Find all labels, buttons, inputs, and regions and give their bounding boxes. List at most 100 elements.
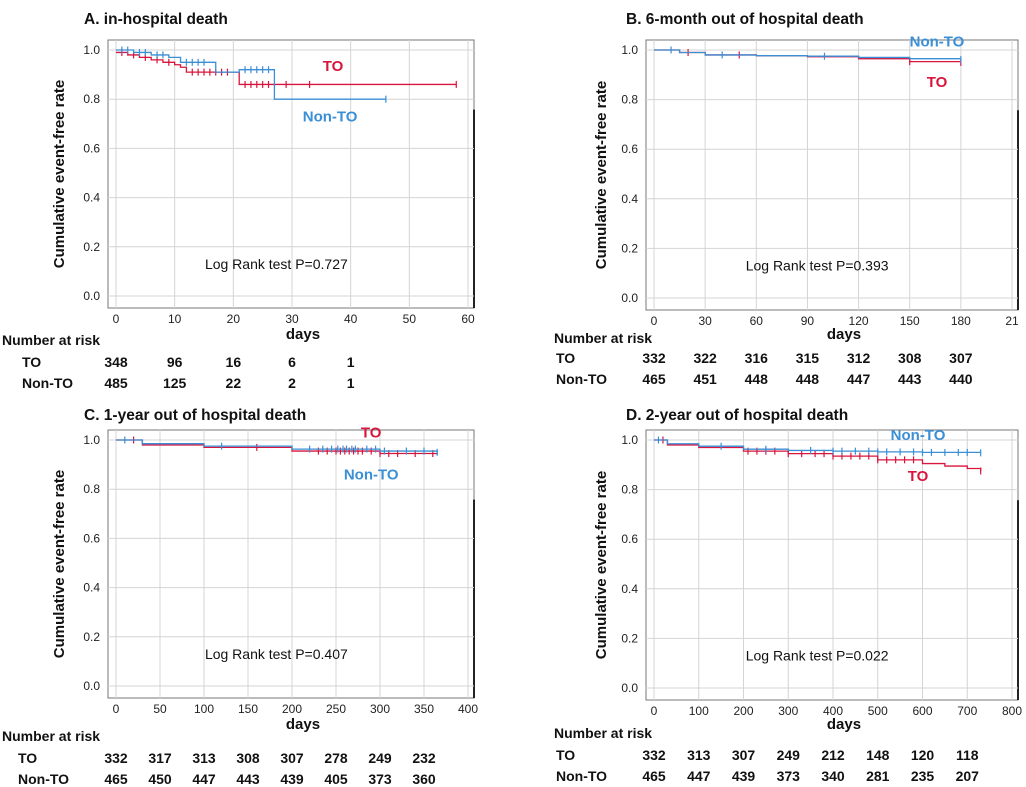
plot-frame [645,429,1019,701]
x-tick-label: 180 [951,314,971,328]
risk-count: 16 [226,354,242,370]
panel-title: C. 1-year out of hospital death [84,407,306,424]
risk-count: 96 [167,354,183,370]
risk-row-label: Non-TO [22,375,73,391]
survival-curve [116,439,438,453]
x-tick-label: 800 [1002,704,1022,718]
risk-count: 439 [280,771,304,787]
risk-count: 448 [796,371,820,387]
risk-count: 440 [949,371,973,387]
km-panel-1: B. 6-month out of hospital death 0 30 60 90 1… [554,11,1019,387]
risk-count: 405 [324,771,348,787]
risk-table-header: Number at risk [554,725,652,741]
risk-count: 447 [687,768,711,784]
y-tick-label: 0.2 [83,630,100,644]
risk-count: 448 [745,371,769,387]
logrank-annotation: Log Rank test P=0.727 [205,256,348,272]
risk-count: 308 [898,350,922,366]
risk-count: 373 [368,771,392,787]
risk-count: 118 [956,747,979,763]
x-tick-label: 300 [778,704,798,718]
risk-count: 443 [236,771,260,787]
y-tick-label: 0.4 [621,192,638,206]
risk-count: 443 [898,371,922,387]
logrank-annotation: Log Rank test P=0.393 [746,258,889,274]
x-tick-label: 50 [403,312,417,326]
y-tick-label: 0.2 [621,631,638,645]
risk-count: 316 [745,350,769,366]
risk-count: 212 [821,747,845,763]
risk-count: 249 [777,747,801,763]
logrank-annotation: Log Rank test P=0.407 [205,646,348,662]
x-tick-label: 350 [414,702,434,716]
x-axis-label: days [286,716,320,733]
x-tick-label: 20 [227,312,241,326]
series-label: Non-TO [891,427,946,444]
x-tick-label: 200 [282,702,302,716]
y-tick-label: 0.8 [621,483,638,497]
risk-table: Number at risk TO 332 322 316 315 312 308 307 Non… [554,330,973,387]
risk-table: Number at risk TO 332 317 313 308 307 278 249 232… [2,728,436,787]
y-tick-label: 0.8 [83,92,100,106]
x-tick-label: 100 [194,702,214,716]
y-tick-label: 0.6 [83,531,100,545]
y-tick-label: 1.0 [83,43,100,57]
x-tick-label: 60 [750,314,764,328]
risk-count: 307 [732,747,756,763]
x-tick-label: 120 [849,314,869,328]
x-tick-label: 250 [326,702,346,716]
x-tick-label: 500 [868,704,888,718]
y-tick-label: 0.0 [621,291,638,305]
x-tick-label: 300 [370,702,390,716]
risk-count: 332 [642,350,666,366]
y-axis-label: Cumulative event-free rate [51,470,68,658]
risk-count: 348 [104,354,128,370]
y-tick-label: 0.4 [621,582,638,596]
series-non-to: Non-TO [116,436,438,483]
y-tick-label: 1.0 [621,43,638,57]
x-tick-label: 60 [461,312,475,326]
y-tick-label: 0.6 [621,142,638,156]
x-tick-label: 150 [238,702,258,716]
risk-row-label: TO [22,354,41,370]
risk-count: 332 [104,750,128,766]
survival-curve [654,49,962,60]
x-tick-label: 400 [458,702,478,716]
x-tick-label: 50 [153,702,167,716]
risk-count: 235 [911,768,935,784]
y-tick-label: 0.0 [83,679,100,693]
x-tick-label: 30 [285,312,299,326]
y-tick-label: 0.4 [83,191,100,205]
risk-count: 451 [693,371,717,387]
series-non-to: Non-TO [654,33,965,63]
y-axis-label: Cumulative event-free rate [51,80,68,268]
risk-count: 1 [347,375,355,391]
risk-count: 450 [148,771,172,787]
risk-count: 207 [956,768,980,784]
x-tick-label: 0 [651,314,658,328]
risk-count: 148 [866,747,890,763]
risk-count: 317 [148,750,172,766]
risk-count: 22 [226,375,242,391]
series-non-to: Non-TO [116,46,387,125]
risk-count: 373 [777,768,801,784]
x-tick-label: 10 [168,312,182,326]
risk-count: 360 [412,771,436,787]
risk-count: 278 [324,750,348,766]
y-axis-label: Cumulative event-free rate [593,471,610,659]
x-axis-label: days [827,716,861,733]
risk-count: 312 [847,350,871,366]
plot-frame [645,39,1019,311]
risk-count: 439 [732,768,756,784]
risk-row-label: Non-TO [556,768,607,784]
series-label: TO [908,468,929,485]
x-tick-label: 200 [733,704,753,718]
x-tick-label: 0 [651,704,658,718]
risk-row-label: TO [18,750,37,766]
risk-count: 322 [693,350,717,366]
x-axis-label: days [827,326,861,343]
y-tick-label: 0.2 [621,241,638,255]
y-tick-label: 1.0 [621,433,638,447]
